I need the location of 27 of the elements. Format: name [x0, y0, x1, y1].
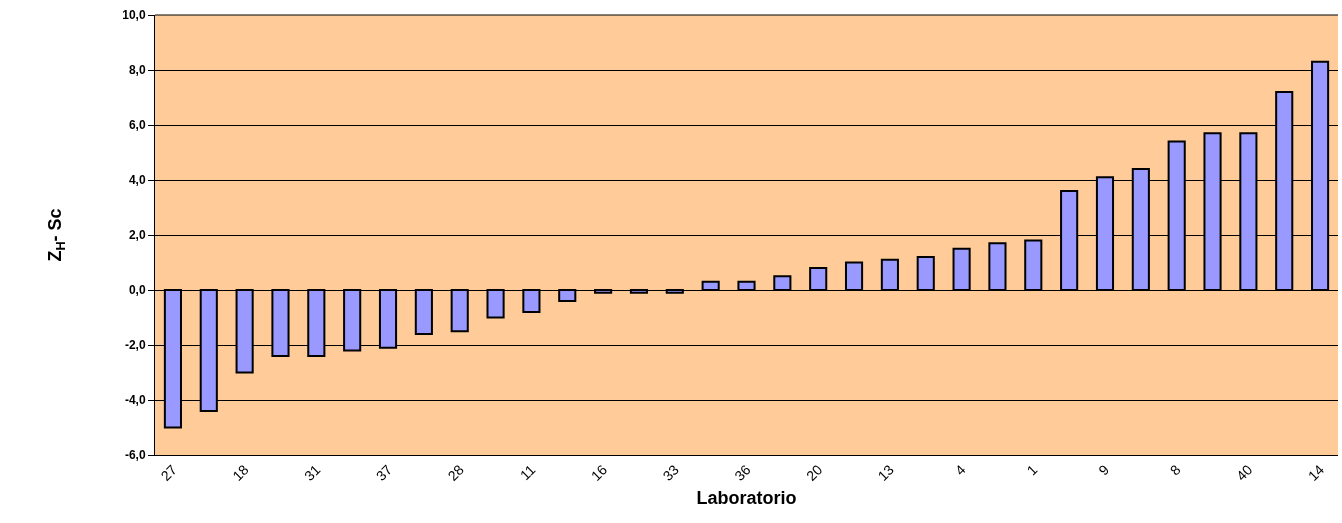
y-tick-label: -6,0 — [124, 448, 146, 463]
y-tick-label: -4,0 — [124, 393, 146, 408]
x-tick-label: 1 — [1023, 461, 1041, 479]
y-tick-label: 4,0 — [128, 173, 146, 188]
x-tick-label: 14 — [1304, 461, 1328, 484]
y-tick-label: 0,0 — [128, 283, 146, 298]
x-tick-label: 27 — [157, 461, 181, 484]
x-tick-label: 36 — [731, 461, 754, 484]
x-axis-title: Laboratorio — [696, 487, 797, 508]
x-tick-label: 4 — [951, 461, 969, 479]
y-tick-label: -2,0 — [124, 338, 146, 353]
x-tick-label: 13 — [874, 461, 898, 484]
x-tick-label: 9 — [1095, 461, 1113, 479]
x-tick-label: 18 — [229, 461, 252, 484]
y-tick-label: 8,0 — [128, 63, 146, 78]
x-tick-label: 40 — [1233, 461, 1256, 484]
x-tick-label: 28 — [444, 461, 467, 484]
x-tick-label: 31 — [301, 461, 324, 484]
x-tick-label: 33 — [659, 461, 683, 484]
x-tick-label: 11 — [516, 461, 539, 484]
x-tick-label: 20 — [802, 461, 826, 484]
x-tick-label: 37 — [372, 461, 396, 484]
y-tick-label: 6,0 — [128, 118, 146, 133]
y-tick-label: 10,0 — [122, 8, 146, 23]
x-tick-label: 16 — [587, 461, 611, 484]
x-tick-label: 8 — [1166, 461, 1184, 479]
y-tick-label: 2,0 — [128, 228, 146, 243]
